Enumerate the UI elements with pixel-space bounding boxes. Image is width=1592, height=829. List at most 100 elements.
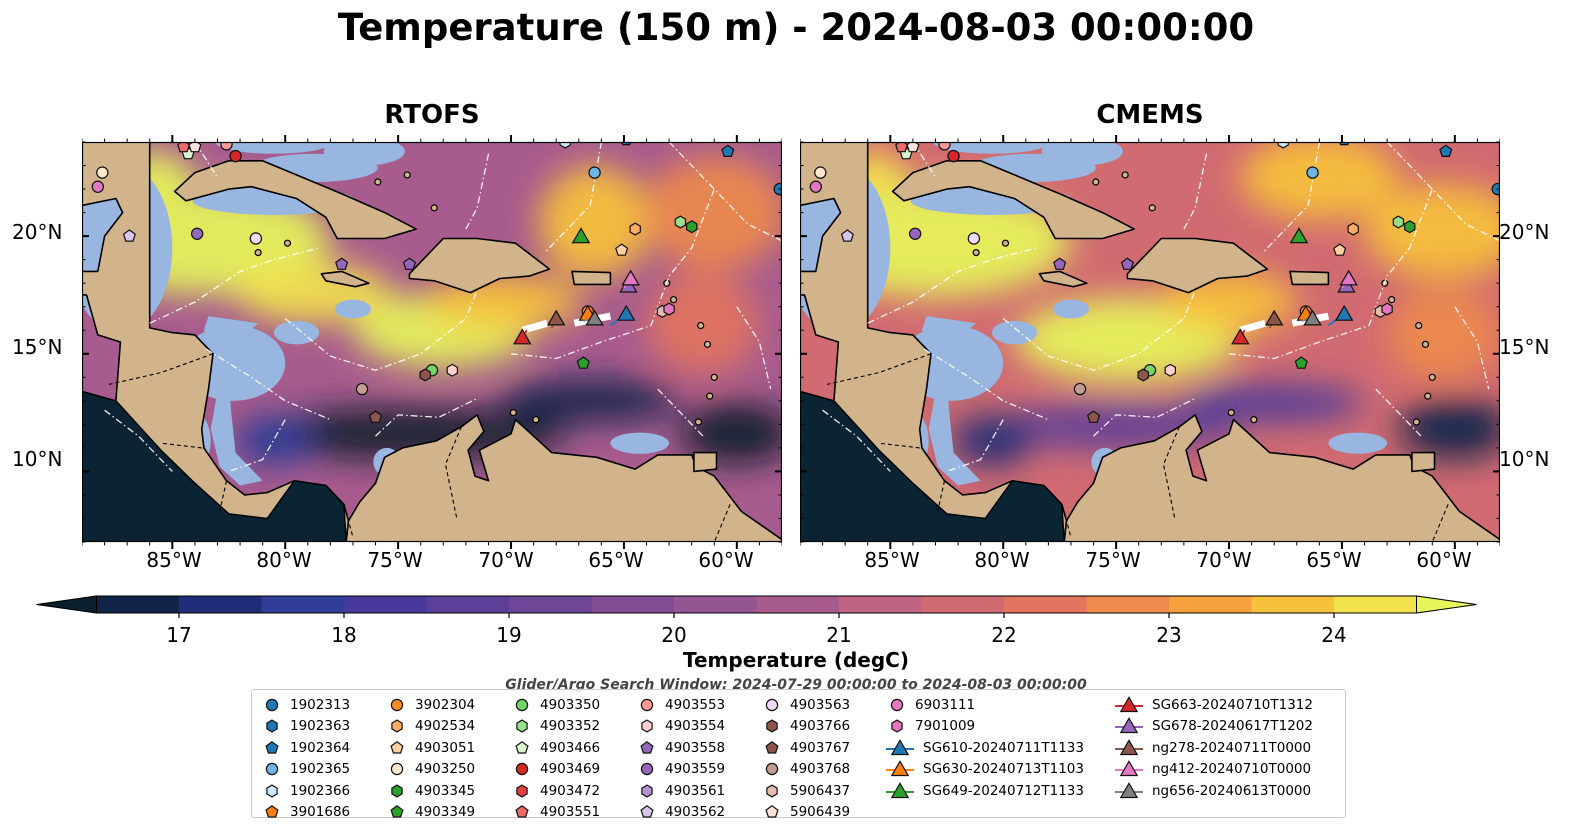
legend-hexagon-icon (766, 719, 778, 733)
argo-float-4903558 (335, 257, 349, 270)
legend-pentagon-icon (390, 740, 404, 754)
lat-label-20n-left: 20°N (12, 220, 63, 244)
legend-label: 4903558 (665, 739, 726, 756)
legend-label: SG630-20240713T1103 (923, 761, 1084, 778)
legend-circle-icon (765, 763, 779, 776)
legend-pentagon-icon (265, 740, 279, 754)
eez-boundary (736, 306, 772, 390)
legend-item: 4903352 (510, 716, 600, 738)
legend-label: 4903466 (540, 739, 601, 756)
shallow-shelf (1328, 432, 1388, 454)
argo-float-4903551 (895, 142, 909, 153)
legend-marker-icon (886, 738, 914, 755)
legend-column: 3902304 4902534 4903051 4903250 4903345 49033… (385, 694, 475, 823)
small-island (710, 373, 718, 381)
lon-label-75w-left: 75°W (367, 548, 423, 572)
eez-boundary (1228, 188, 1433, 360)
legend-item: 3902304 (385, 694, 475, 716)
map-canvas (800, 135, 1500, 549)
legend-marker-icon (886, 781, 914, 798)
colorbar-segment (921, 596, 1005, 613)
legend-hexagon-icon (516, 719, 528, 733)
argo-float-4903554 (446, 363, 458, 377)
legend-marker-icon (1115, 760, 1143, 777)
argo-float-4903051 (1333, 243, 1347, 256)
legend: 1902313 1902363 1902364 1902365 1902366 39016… (251, 689, 1346, 820)
legend-item: 1902364 (260, 737, 350, 759)
glider-ng412-20240710T0000 (1339, 269, 1358, 286)
colorbar-segment (839, 596, 923, 613)
shallow-shelf (933, 142, 1051, 154)
legend-label: 5906437 (790, 782, 851, 799)
legend-marker-icon (891, 719, 903, 733)
small-island (1121, 171, 1129, 179)
legend-label: 1902365 (290, 761, 351, 778)
legend-column: 4903350 4903352 4903466 4903469 4903472 49035… (510, 694, 600, 823)
pacific-ocean (800, 390, 1065, 542)
legend-marker-icon (516, 784, 528, 798)
legend-marker-icon (640, 698, 654, 711)
glider-SG649-20240712T1133 (571, 227, 591, 244)
legend-marker-icon (515, 740, 529, 754)
argo-float-1902366 (559, 142, 571, 149)
shallow-shelf (1041, 142, 1123, 166)
argo-float-4903559 (908, 227, 922, 240)
legend-triangle-icon (1119, 695, 1139, 712)
small-island (706, 392, 714, 400)
legend-triangle-icon (890, 781, 910, 798)
legend-label: ng656-20240613T0000 (1152, 782, 1312, 799)
argo-float-4903051 (615, 243, 629, 256)
shallow-shelf (1052, 299, 1090, 319)
legend-item: 4903562 (635, 802, 725, 824)
legend-triangle-icon (1119, 717, 1139, 734)
legend-marker-icon (1115, 695, 1143, 712)
colorbar-segment (96, 596, 180, 613)
legend-circle-icon (640, 763, 654, 776)
legend-pentagon-icon (765, 740, 779, 754)
argo-float-6903111 (809, 180, 823, 193)
legend-label: 4903554 (665, 718, 726, 735)
argo-float-1902366 (1277, 142, 1289, 149)
glider-SG663-20240710T1312 (513, 328, 532, 345)
legend-item: 4903767 (760, 737, 850, 759)
legend-circle-icon (515, 698, 529, 711)
hispaniola-land (1126, 237, 1269, 294)
legend-item: 1902313 (260, 694, 350, 716)
legend-label: 5906439 (790, 804, 851, 821)
eez-boundary (923, 348, 1049, 421)
legend-item: 4903472 (510, 780, 600, 802)
argo-float-4903469 (229, 149, 242, 163)
colorbar-segment (674, 596, 758, 613)
colorbar-tick-23: 23 (1156, 623, 1182, 647)
legend-hexagon-icon (641, 719, 653, 733)
small-island (972, 248, 980, 257)
eez-boundary (205, 348, 331, 421)
legend-hexagon-icon (266, 719, 278, 733)
legend-label: 6903111 (915, 696, 976, 713)
legend-item: 4903551 (510, 802, 600, 824)
puerto-rico-land (571, 270, 612, 286)
argo-float-4903558 (402, 257, 417, 270)
argo-float-4903349 (576, 356, 590, 369)
argo-float-4903352 (1392, 215, 1405, 229)
small-island (374, 178, 382, 186)
shallow-shelf (334, 299, 372, 319)
legend-item: 4903563 (760, 694, 850, 716)
cmems-map (800, 135, 1500, 549)
legend-marker-icon (890, 698, 904, 711)
eez-boundary (544, 142, 603, 254)
legend-circle-icon (765, 698, 779, 711)
glider-SG610-20240711T1133 (616, 304, 636, 321)
argo-float-4903562 (122, 229, 137, 242)
colorbar-frame (96, 595, 1417, 614)
map-frame (800, 141, 1500, 543)
legend-column: 4903563 4903766 4903767 4903768 5906437 59064… (760, 694, 850, 823)
eez-boundary (657, 388, 704, 437)
map-canvas (82, 135, 782, 549)
legend-item: 3901686 (260, 802, 350, 824)
legend-label: 4903767 (790, 739, 851, 756)
argo-float-4903553 (220, 142, 233, 151)
legend-marker-icon (265, 740, 279, 754)
legend-label: 3902304 (415, 696, 476, 713)
legend-pentagon-icon (640, 805, 654, 818)
